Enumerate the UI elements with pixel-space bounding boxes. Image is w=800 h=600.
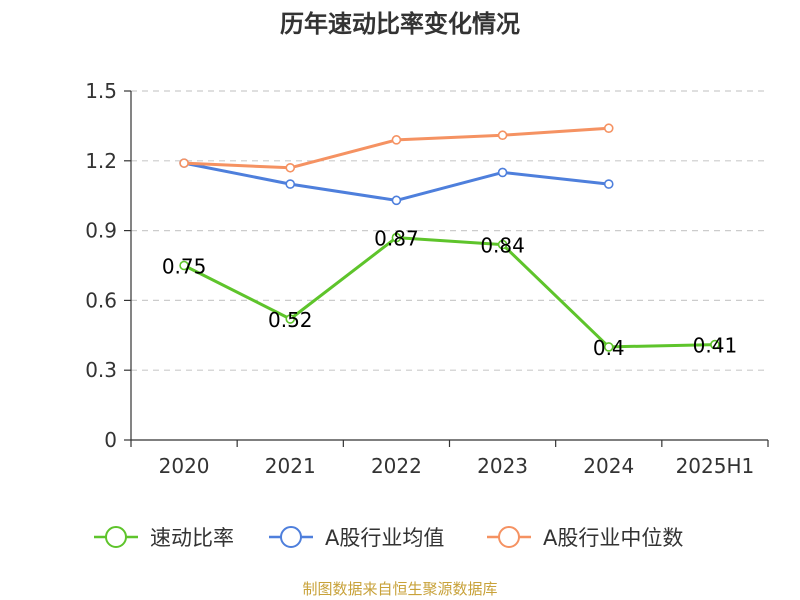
legend-item[interactable]: A股行业中位数	[487, 526, 683, 550]
data-point[interactable]	[285, 314, 296, 324]
data-labels: 0.75 0.52 0.87 0.84 0.4 0.41	[162, 227, 737, 360]
y-tick-label: 0.9	[85, 219, 117, 243]
data-label: 0.87	[374, 227, 419, 251]
data-label: 0.75	[162, 255, 207, 279]
legend-marker	[105, 526, 127, 548]
series-line	[183, 236, 715, 349]
legend-marker	[280, 526, 302, 548]
data-point[interactable]	[497, 167, 508, 178]
data-point[interactable]	[285, 179, 296, 189]
grid	[131, 90, 768, 371]
data-point[interactable]	[603, 123, 614, 134]
data-point[interactable]	[603, 342, 614, 352]
data-point[interactable]	[179, 260, 189, 271]
series-line	[184, 126, 609, 170]
source-note: 制图数据来自恒生聚源数据库	[302, 580, 497, 598]
data-point[interactable]	[710, 339, 720, 350]
data-point[interactable]	[285, 162, 296, 173]
data-point[interactable]	[497, 130, 508, 141]
legend-item[interactable]: A股行业均值	[269, 526, 444, 550]
x-tick-label: 2021	[265, 454, 316, 478]
data-label: 0.52	[268, 308, 313, 332]
legend-label: A股行业中位数	[543, 526, 683, 550]
y-tick-label: 0.3	[85, 358, 117, 382]
x-tick-label: 2025H1	[676, 454, 755, 478]
y-tick-label: 1.5	[85, 79, 117, 103]
x-tick-label: 2022	[371, 454, 422, 478]
data-point[interactable]	[391, 232, 402, 243]
legend-marker	[498, 526, 520, 548]
legend[interactable]: 速动比率 A股行业均值 A股行业中位数	[94, 526, 683, 550]
x-tick-label: 2023	[477, 454, 528, 478]
data-point[interactable]	[391, 135, 402, 145]
data-label: 0.84	[480, 234, 525, 258]
x-tick-label: 2020	[159, 454, 210, 478]
legend-label: 速动比率	[150, 526, 234, 550]
legend-item[interactable]: 速动比率	[94, 526, 234, 550]
series-layer	[179, 123, 720, 352]
data-point[interactable]	[391, 195, 402, 206]
data-point[interactable]	[497, 239, 508, 250]
data-point[interactable]	[179, 158, 189, 168]
data-label: 0.4	[593, 336, 625, 360]
y-tick-label: 1.2	[85, 149, 117, 173]
y-tick-label: 0	[104, 428, 117, 452]
y-tick-label: 0.6	[85, 288, 117, 312]
legend-label: A股行业均值	[325, 526, 444, 550]
chart-title: 历年速动比率变化情况	[280, 10, 520, 38]
data-label: 0.41	[693, 334, 738, 358]
x-tick-label: 2024	[583, 454, 634, 478]
data-point[interactable]	[603, 179, 614, 189]
series-line	[183, 161, 609, 202]
axes: 0 0.3 0.6 0.9 1.2 1.5 2020 2021 2022 2023 2024 2025…	[85, 79, 769, 478]
